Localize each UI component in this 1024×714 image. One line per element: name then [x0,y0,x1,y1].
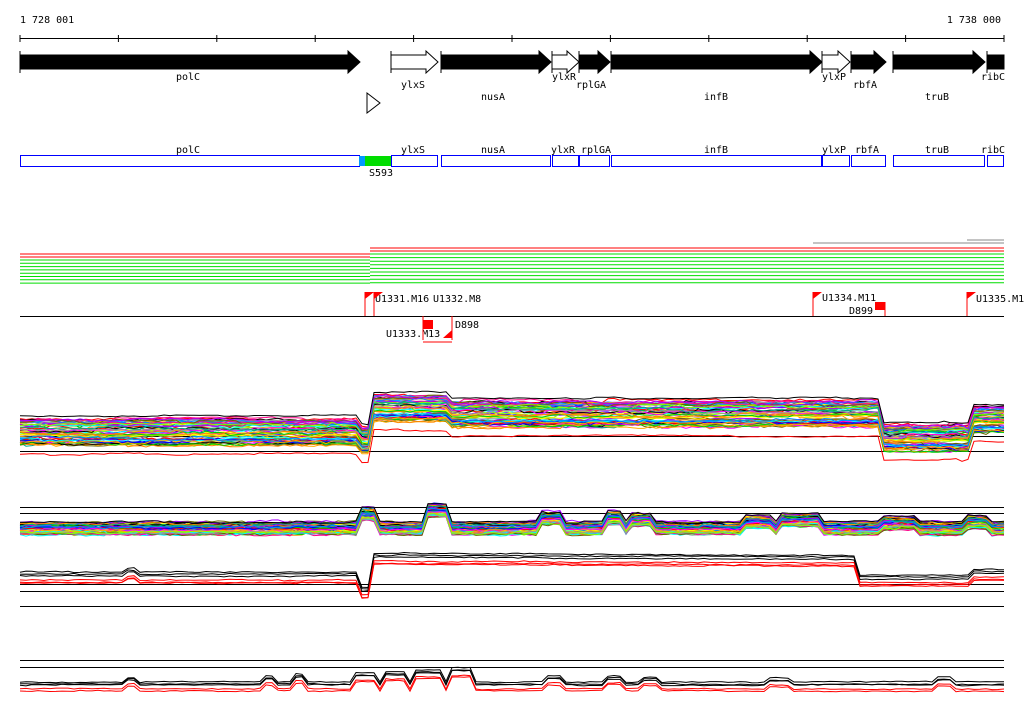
gene-label: polC [176,72,200,83]
feature-label: infB [704,145,728,156]
trace-panel1 [19,397,1005,433]
gene-arrow-rbfA[interactable] [850,49,887,75]
feature-box-ylxS[interactable] [391,155,438,167]
feature-box-nusA[interactable] [441,155,551,167]
promoter-triangle-icon [366,91,381,115]
feature-label: rplGA [581,145,611,156]
feature-label: rbfA [855,145,879,156]
gene-label: infB [704,92,728,103]
gene-label: ylxR [552,72,577,83]
trace-panel4 [19,674,1005,691]
marker-track: U1331.M16 U1332.M8 U1334.M11 U1335.M1 U1… [20,292,1024,343]
marker-label[interactable]: U1334.M11 [822,293,876,304]
gene-label: rbfA [853,80,877,91]
trace-panel1 [19,401,1005,438]
trace-panel2 [19,512,1005,536]
trace-panel2 [19,510,1005,533]
gene-label: ylxP [822,72,846,83]
trace-panel2 [19,503,1005,524]
feature-box-infB[interactable] [611,155,822,167]
ruler-end-label: 1 738 000 [947,15,1001,26]
deletion-block [423,320,433,329]
trace-panel1 [19,416,1005,450]
feature-box-track: S593 polC ylxS nusA ylxR rplGA infB ylxP rbfA tr… [20,145,1005,179]
feature-box-polC[interactable] [20,155,360,167]
trace-panel1 [19,406,1005,443]
feature-label: ylxS [401,145,425,156]
gene-arrow-ylxS[interactable] [390,49,439,75]
trace-panel1 [19,401,1005,434]
feature-label: ylxP [822,145,846,156]
trace-panel1 [19,390,1005,426]
expression-traces [19,390,1005,693]
feature-box-rplGA[interactable] [579,155,610,167]
gene-label: nusA [481,92,505,103]
segment-lines-track [20,239,1004,284]
trace-panel4 [19,676,1005,693]
gene-arrow-ylxR[interactable] [551,49,580,75]
gene-arrow-ylxP[interactable] [821,49,851,75]
flag-icon [967,292,976,299]
gene-arrow-polC[interactable] [19,49,361,75]
marker-label[interactable]: U1331.M16 [375,294,429,305]
feature-marker [359,156,365,166]
gene-label: ylxS [401,80,425,91]
trace-panel2 [19,509,1005,531]
trace-panel2 [19,505,1005,528]
coordinate-ruler: 1 728 001 1 738 000 [19,15,1005,42]
feature-label: ribC [981,145,1005,156]
gene-label: truB [925,92,949,103]
marker-label[interactable]: U1332.M8 [433,294,481,305]
feature-box-ribC[interactable] [987,155,1004,167]
marker-label[interactable]: U1335.M1 [976,294,1024,305]
trace-panel1 [19,412,1005,447]
trace-panel3 [19,563,1005,599]
trace-panel2 [19,507,1005,530]
feature-label: ylxR [551,145,576,156]
trace-panel2 [19,513,1005,536]
gene-label: rplGA [576,80,606,91]
trace-panel1 [19,394,1005,430]
feature-box-ylxP[interactable] [822,155,850,167]
trace-panel3 [19,553,1005,590]
ruler-start-label: 1 728 001 [20,15,74,26]
deletion-label[interactable]: D898 [455,320,479,331]
feature-box-truB[interactable] [893,155,985,167]
feature-box-rbfA[interactable] [851,155,886,167]
trace-panel4 [19,669,1005,687]
feature-label: polC [176,145,200,156]
feature-box-ylxR[interactable] [552,155,579,167]
trace-panel1 [19,428,1005,464]
flag-icon [443,330,452,338]
gene-arrow-nusA[interactable] [440,49,552,75]
trace-panel4 [19,666,1005,684]
feature-segment-s593 [365,156,391,166]
deletion-label[interactable]: D899 [849,306,873,317]
gene-arrow-rplGA[interactable] [578,49,611,75]
trace-panel1 [19,400,1005,435]
trace-panel3 [19,551,1005,589]
trace-panel1 [19,396,1005,431]
feature-label: truB [925,145,949,156]
flag-icon [374,292,383,299]
marker-label[interactable]: U1333.M13 [386,329,440,340]
flag-icon [365,292,374,299]
gene-arrow-ribC[interactable] [986,54,1005,70]
segment-label: S593 [369,168,393,179]
trace-panel3 [19,559,1005,596]
feature-label: nusA [481,145,505,156]
gene-arrow-truB[interactable] [892,49,986,75]
gene-label: ribC [981,72,1005,83]
deletion-block [875,302,885,310]
gene-arrow-infB[interactable] [610,49,823,75]
trace-panel3 [19,555,1005,592]
flag-icon [813,292,822,299]
